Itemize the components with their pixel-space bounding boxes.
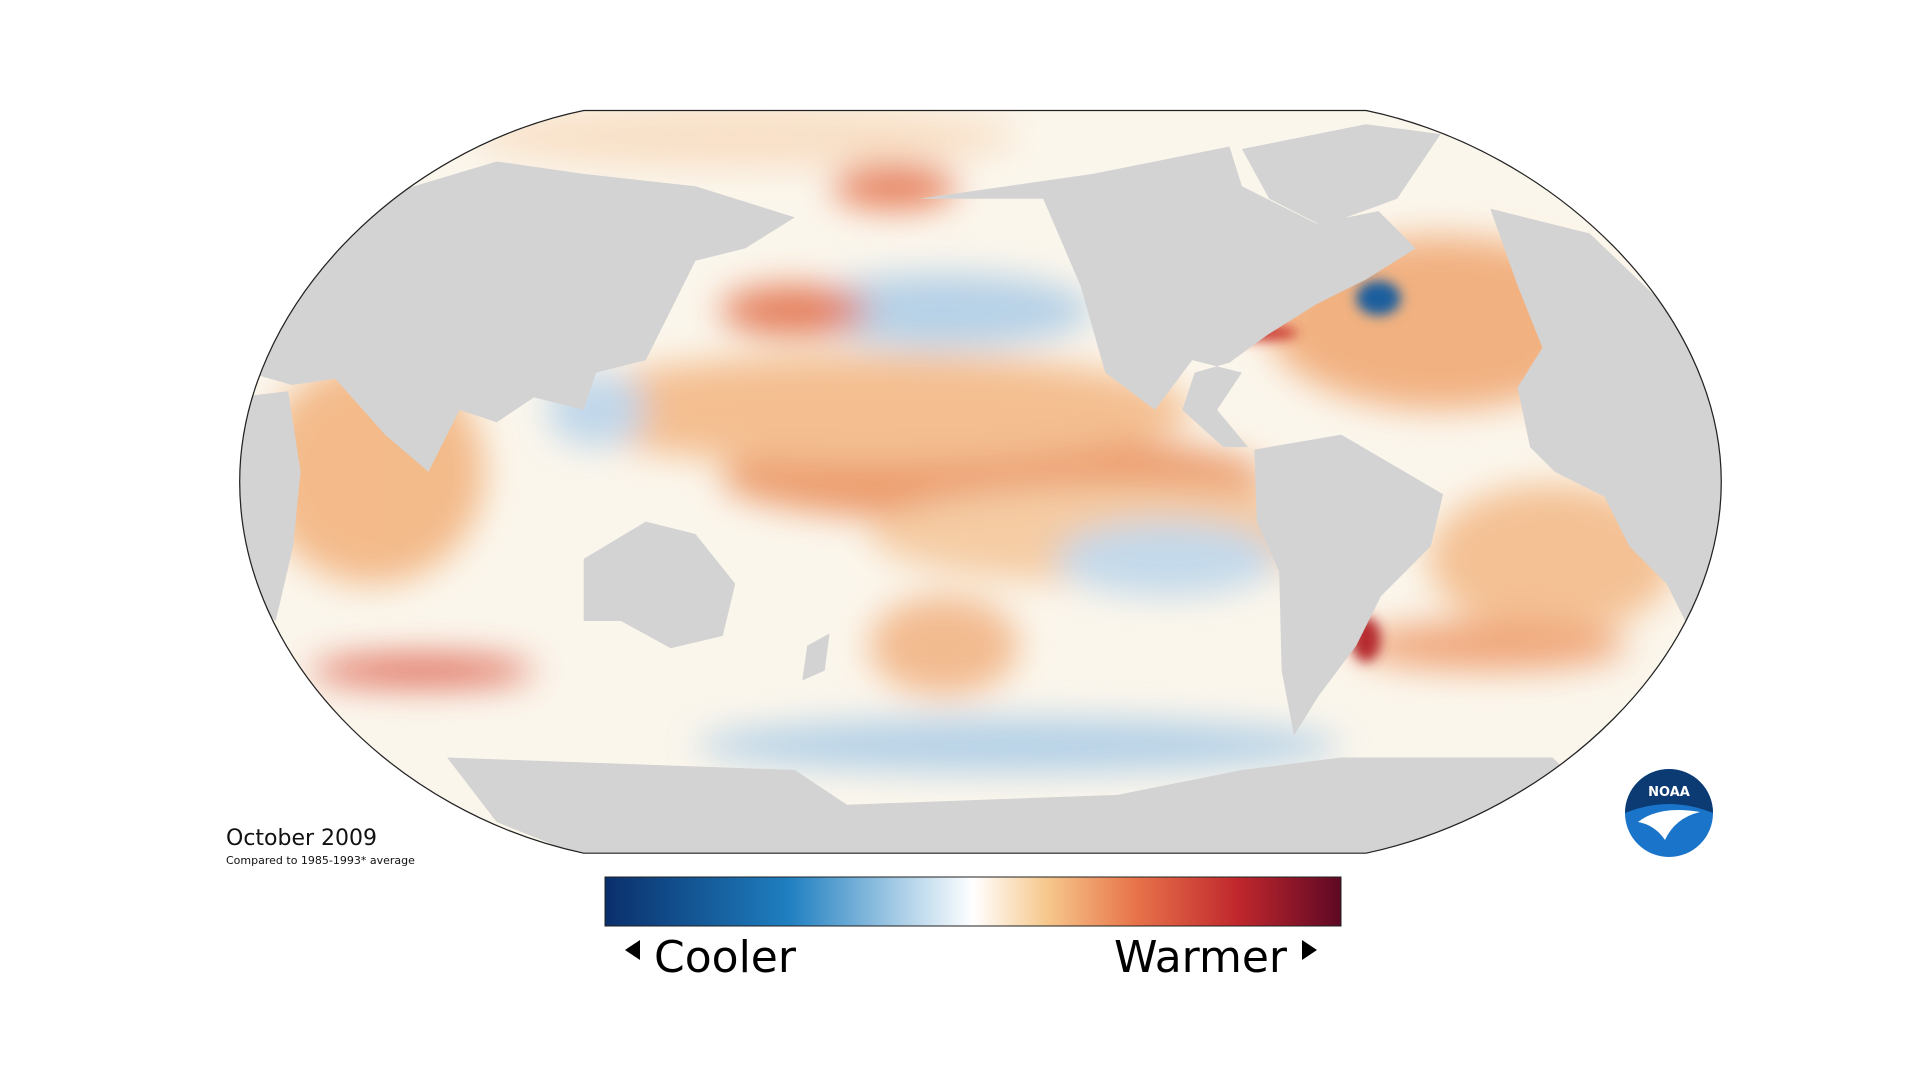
map-outline (239, 109, 1722, 854)
logo-label: NOAA (1648, 785, 1690, 800)
map (239, 109, 1722, 854)
arrow-right (1302, 940, 1317, 960)
legend-high-label: Warmer (1114, 932, 1288, 983)
noaa-logo: NOAA (1625, 769, 1713, 857)
color-bar (604, 876, 1342, 927)
ocean-anomaly (239, 110, 1722, 854)
arrow-left (625, 940, 640, 960)
map-subtitle: Compared to 1985-1993* average (226, 854, 415, 867)
map-title: October 2009 (226, 826, 377, 851)
land (239, 124, 1722, 854)
legend-low-label: Cooler (654, 932, 797, 983)
